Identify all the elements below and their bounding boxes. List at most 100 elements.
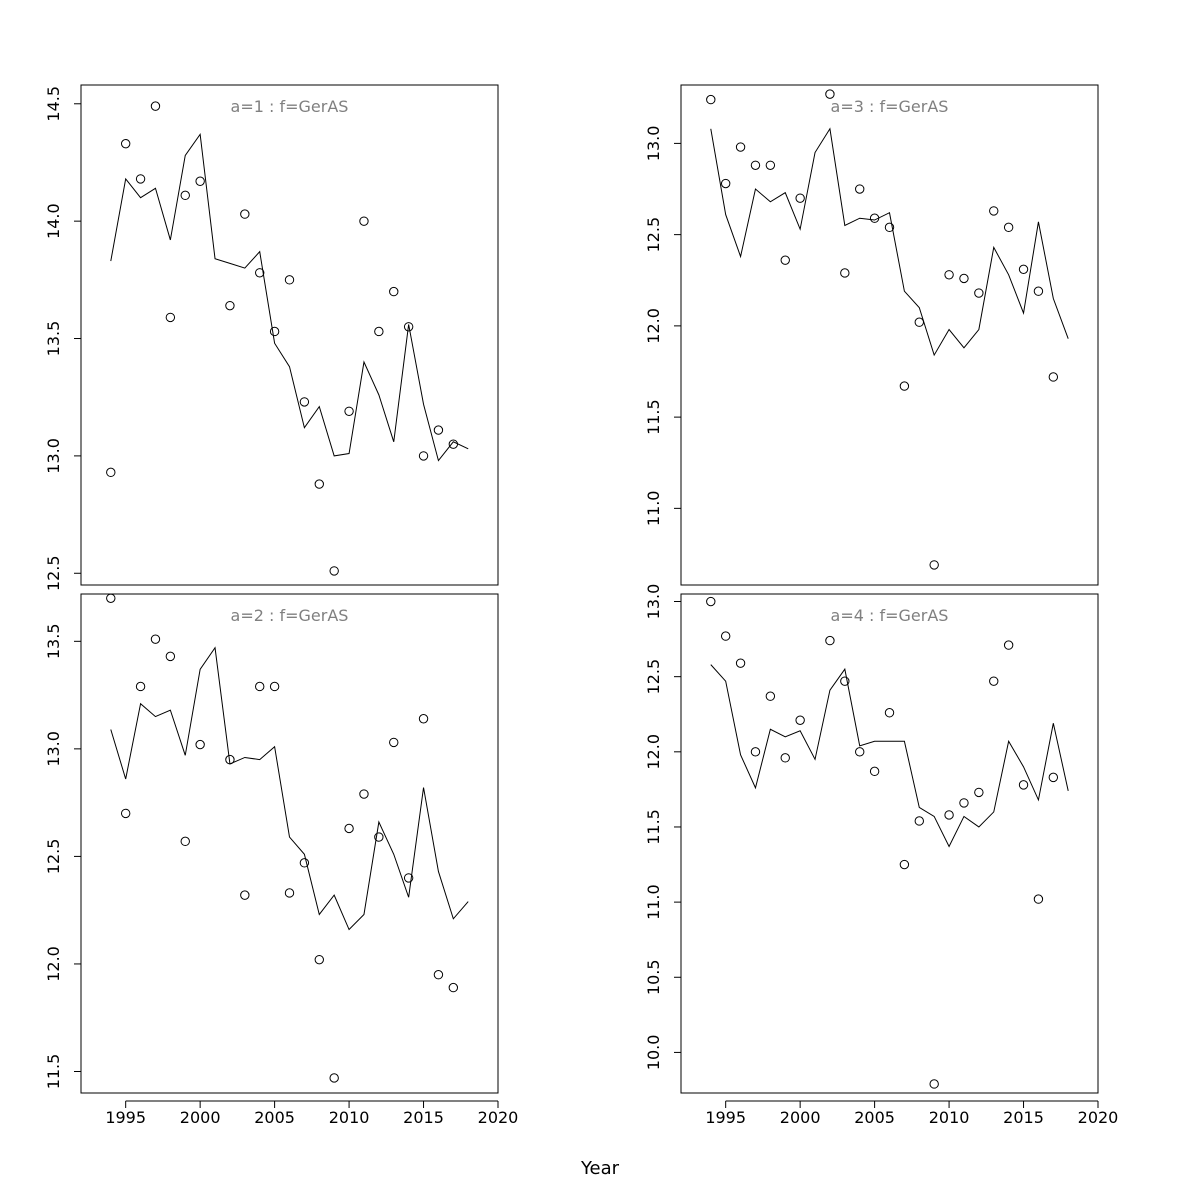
observed-point — [914, 317, 924, 327]
observed-point — [735, 142, 746, 152]
observed-point — [180, 836, 190, 847]
x-tick-label: 1995 — [705, 1108, 746, 1127]
observed-point — [869, 213, 880, 223]
panel-1: a=1 : f=GerAS 12.5 13.0 13.5 14.0 14.5 — [44, 84, 499, 591]
observed-point — [269, 681, 280, 692]
observed-point — [225, 300, 235, 311]
observed-point — [299, 397, 310, 407]
observed-point — [929, 560, 939, 570]
observed-point — [314, 954, 324, 965]
observed-point — [735, 658, 746, 668]
observed-point — [359, 789, 369, 799]
observed-point — [359, 216, 369, 226]
y-tick-label: 13.0 — [44, 731, 63, 767]
observed-point — [1048, 772, 1059, 783]
observed-point — [314, 479, 324, 489]
observed-point — [1033, 894, 1044, 904]
observed-point — [448, 982, 459, 993]
y-tick-label: 10.0 — [644, 1035, 663, 1071]
observed-point — [720, 631, 731, 641]
x-tick-label: 1995 — [105, 1108, 146, 1127]
observed-point — [855, 184, 865, 194]
panel-2: a=3 : f=GerAS 11.0 11.5 12.0 12.5 13.0 — [644, 84, 1099, 586]
observed-point — [1033, 286, 1044, 296]
observed-point — [374, 832, 384, 842]
observed-point — [135, 681, 146, 692]
y-tick-label: 11.0 — [644, 491, 663, 527]
y-tick-label: 13.0 — [44, 438, 63, 474]
observed-point — [974, 787, 984, 798]
observed-point — [780, 255, 790, 265]
observed-point — [825, 89, 835, 99]
observed-point — [195, 739, 205, 750]
observed-point — [389, 286, 399, 297]
observed-point — [750, 747, 761, 757]
x-tick-label: 2020 — [478, 1108, 519, 1127]
observed-point — [959, 798, 969, 808]
observed-point — [869, 766, 880, 777]
y-tick-label: 12.0 — [644, 734, 663, 770]
y-tick-label: 12.5 — [44, 555, 63, 591]
y-tick-label: 11.5 — [44, 1054, 63, 1090]
observed-point — [750, 160, 761, 170]
observed-point — [255, 681, 265, 692]
y-tick-label: 13.5 — [44, 321, 63, 357]
x-tick-label: 2010 — [929, 1108, 970, 1127]
observed-point — [165, 312, 176, 323]
panel-frame — [680, 84, 1099, 586]
y-tick-label: 14.0 — [44, 203, 63, 239]
y-tick-label: 12.0 — [644, 308, 663, 344]
observed-point — [795, 715, 805, 725]
observed-point — [299, 858, 310, 868]
observed-point — [120, 808, 131, 819]
panels-layer: a=1 : f=GerAS 12.5 13.0 13.5 14.0 14.5 a=3 : f… — [44, 84, 1119, 1127]
panel-frame — [80, 593, 499, 1094]
observed-point — [720, 178, 731, 189]
fitted-line — [110, 132, 469, 462]
observed-point — [855, 747, 865, 757]
x-tick-label: 2020 — [1078, 1108, 1119, 1127]
fitted-line — [710, 127, 1069, 357]
observed-point — [899, 381, 910, 391]
observed-point — [150, 634, 161, 644]
observed-point — [914, 816, 924, 826]
observed-point — [899, 859, 910, 870]
panel-title: a=3 : f=GerAS — [831, 97, 949, 116]
observed-point — [418, 451, 429, 461]
x-tick-label: 2000 — [780, 1108, 821, 1127]
panel-3: a=2 : f=GerAS 11.5 12.0 12.5 13.0 13.5 1995 200… — [44, 593, 519, 1127]
observed-point — [448, 439, 459, 449]
observed-point — [944, 810, 954, 820]
observed-point — [418, 714, 429, 724]
fitted-line — [110, 646, 469, 931]
observed-point — [120, 138, 131, 149]
observed-point — [884, 222, 895, 233]
observed-point — [165, 651, 176, 662]
observed-point — [284, 275, 295, 285]
observed-point — [433, 970, 444, 980]
observed-point — [959, 273, 969, 284]
x-tick-label: 2000 — [180, 1108, 221, 1127]
observed-point — [825, 635, 835, 646]
observed-point — [1003, 640, 1014, 650]
y-tick-label: 13.0 — [644, 126, 663, 162]
panel-title: a=2 : f=GerAS — [231, 606, 349, 625]
observed-point — [1018, 264, 1029, 275]
observed-point — [706, 94, 716, 105]
y-tick-label: 13.5 — [44, 624, 63, 660]
y-tick-label: 11.0 — [644, 884, 663, 920]
y-tick-label: 13.0 — [644, 584, 663, 620]
observed-point — [329, 1073, 339, 1083]
observed-point — [1048, 372, 1059, 382]
observed-point — [344, 406, 354, 416]
observed-point — [180, 190, 190, 201]
observed-point — [240, 209, 250, 219]
observed-point — [403, 873, 414, 883]
observed-point — [389, 737, 399, 748]
observed-point — [403, 322, 414, 332]
observed-point — [929, 1079, 939, 1089]
observed-point — [150, 101, 161, 111]
observed-point — [706, 596, 716, 607]
observed-point — [989, 206, 999, 216]
